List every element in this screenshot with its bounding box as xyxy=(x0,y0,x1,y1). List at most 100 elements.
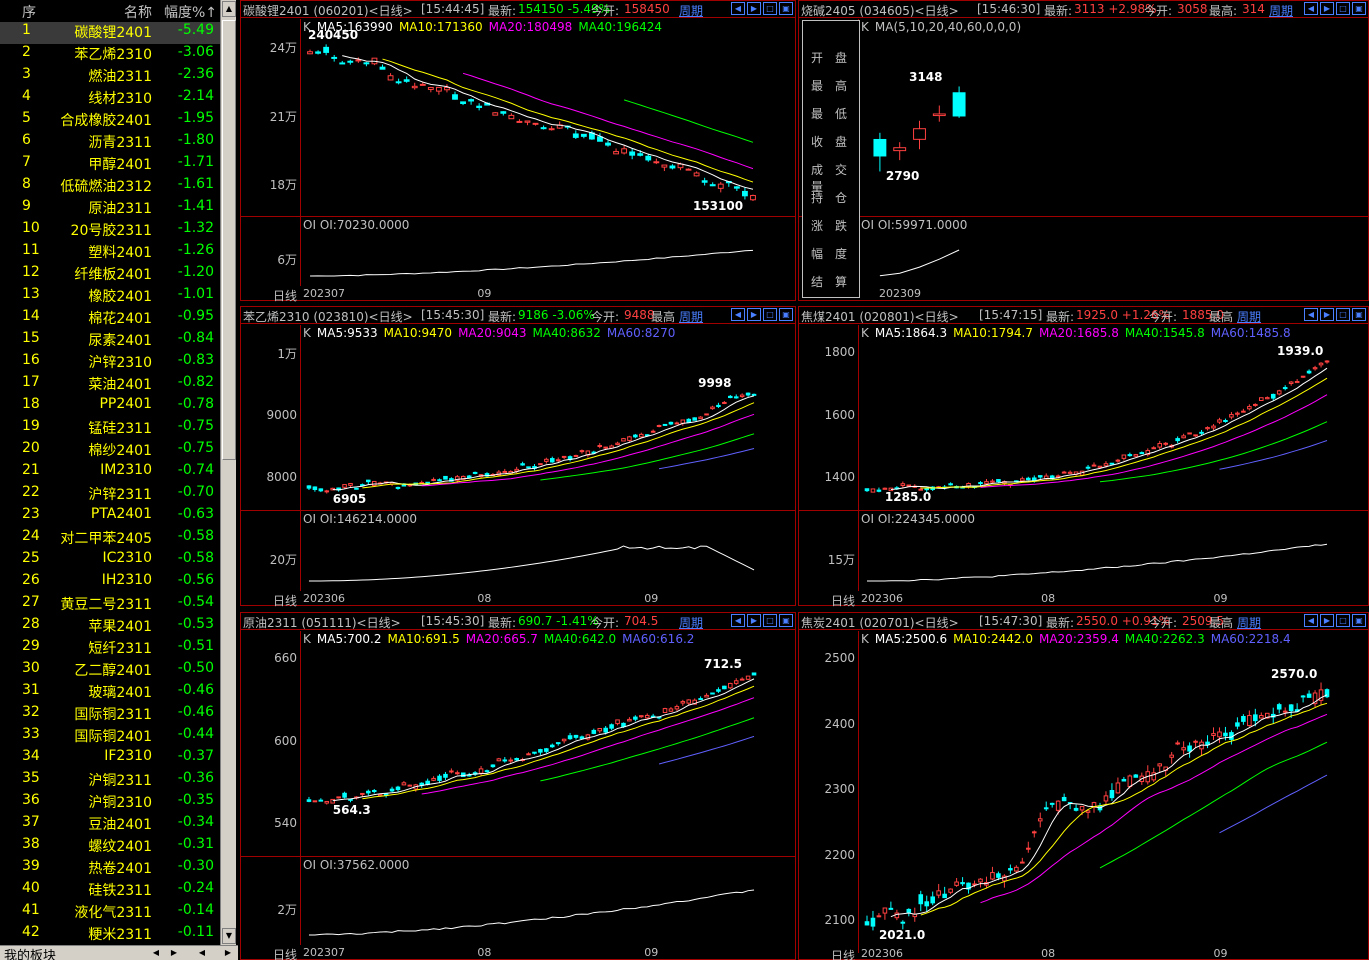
list-item[interactable]: 6 沥青2311 -1.80 xyxy=(0,132,220,154)
list-item[interactable]: 25 IC2310 -0.58 xyxy=(0,550,220,572)
period-link[interactable]: 周期 xyxy=(679,310,704,324)
scroll-right-icon[interactable]: ▶ xyxy=(224,948,232,957)
arrow-left-icon[interactable]: ◀ xyxy=(1304,308,1318,321)
list-item[interactable]: 23 PTA2401 -0.63 xyxy=(0,506,220,528)
arrow-right-icon[interactable]: ▶ xyxy=(747,308,761,321)
list-item[interactable]: 12 纤维板2401 -1.20 xyxy=(0,264,220,286)
oi-line xyxy=(308,889,755,936)
close-icon[interactable]: ▣ xyxy=(1352,2,1366,15)
list-item[interactable]: 7 甲醇2401 -1.71 xyxy=(0,154,220,176)
list-item[interactable]: 19 锰硅2311 -0.75 xyxy=(0,418,220,440)
arrow-left-icon[interactable]: ◀ xyxy=(731,614,745,627)
candlestick-chart[interactable] xyxy=(799,307,1369,607)
list-item[interactable]: 14 棉花2401 -0.95 xyxy=(0,308,220,330)
my-board-tab[interactable]: 我的板块 xyxy=(4,949,57,960)
chart-pane[interactable]: 烧碱2405 (034605)<日线> [15:46:30] 最新: 3113 … xyxy=(798,0,1369,301)
list-item[interactable]: 26 IH2310 -0.56 xyxy=(0,572,220,594)
period-link[interactable]: 周期 xyxy=(679,616,704,630)
arrow-right-icon[interactable]: ▶ xyxy=(747,614,761,627)
list-item[interactable]: 4 线材2310 -2.14 xyxy=(0,88,220,110)
list-item[interactable]: 24 对二甲苯2405 -0.58 xyxy=(0,528,220,550)
list-item[interactable]: 17 菜油2401 -0.82 xyxy=(0,374,220,396)
list-item[interactable]: 5 合成橡胶2401 -1.95 xyxy=(0,110,220,132)
list-item[interactable]: 13 橡胶2401 -1.01 xyxy=(0,286,220,308)
close-icon[interactable]: ▣ xyxy=(779,614,793,627)
window-icon[interactable]: □ xyxy=(1336,614,1350,627)
list-item[interactable]: 39 热卷2401 -0.30 xyxy=(0,858,220,880)
close-icon[interactable]: ▣ xyxy=(1352,614,1366,627)
list-item[interactable]: 38 螺纹2401 -0.31 xyxy=(0,836,220,858)
board-tab-bar[interactable]: 我的板块 ◀ ▶ ◀ ▶ xyxy=(0,945,238,960)
list-item[interactable]: 10 20号胶2311 -1.32 xyxy=(0,220,220,242)
scroll-thumb[interactable] xyxy=(222,20,236,460)
close-icon[interactable]: ▣ xyxy=(1352,308,1366,321)
list-item[interactable]: 42 粳米2311 -0.11 xyxy=(0,924,220,946)
list-item[interactable]: 22 沪锌2311 -0.70 xyxy=(0,484,220,506)
arrow-left-icon[interactable]: ◀ xyxy=(731,308,745,321)
chart-pane[interactable]: 焦煤2401 (020801)<日线> [15:47:15] 最新: 1925.… xyxy=(798,306,1369,608)
col-seq[interactable]: 序 xyxy=(22,5,36,21)
list-item[interactable]: 8 低硫燃油2312 -1.61 xyxy=(0,176,220,198)
list-item[interactable]: 1 碳酸锂2401 -5.49 xyxy=(0,22,220,44)
candlestick-chart[interactable] xyxy=(799,613,1369,960)
arrow-right-icon[interactable]: ▶ xyxy=(747,2,761,15)
list-item[interactable]: 18 PP2401 -0.78 xyxy=(0,396,220,418)
list-item[interactable]: 33 国际铜2401 -0.44 xyxy=(0,726,220,748)
window-icon[interactable]: □ xyxy=(1336,2,1350,15)
close-icon[interactable]: ▣ xyxy=(779,2,793,15)
list-item[interactable]: 16 沪锌2310 -0.83 xyxy=(0,352,220,374)
list-item[interactable]: 20 棉纱2401 -0.75 xyxy=(0,440,220,462)
col-pct[interactable]: 幅度%↑ xyxy=(164,5,218,21)
candle-body xyxy=(360,484,365,487)
scroll-left-icon[interactable]: ◀ xyxy=(198,948,206,957)
list-item[interactable]: 21 IM2310 -0.74 xyxy=(0,462,220,484)
list-item[interactable]: 32 国际铜2311 -0.46 xyxy=(0,704,220,726)
arrow-right-icon[interactable]: ▶ xyxy=(1320,308,1334,321)
tab-left-icon[interactable]: ◀ xyxy=(152,948,160,957)
arrow-left-icon[interactable]: ◀ xyxy=(1304,614,1318,627)
list-item[interactable]: 2 苯乙烯2310 -3.06 xyxy=(0,44,220,66)
list-item[interactable]: 41 液化气2311 -0.14 xyxy=(0,902,220,924)
candlestick-chart[interactable] xyxy=(241,613,797,960)
list-item[interactable]: 34 IF2310 -0.37 xyxy=(0,748,220,770)
window-icon[interactable]: □ xyxy=(763,614,777,627)
chart-pane[interactable]: 焦炭2401 (020701)<日线> [15:47:30] 最新: 2550.… xyxy=(798,612,1369,960)
list-item[interactable]: 28 苹果2401 -0.53 xyxy=(0,616,220,638)
col-name[interactable]: 名称 xyxy=(124,5,152,21)
list-item[interactable]: 30 乙二醇2401 -0.50 xyxy=(0,660,220,682)
vertical-scrollbar[interactable]: ▲ ▼ xyxy=(220,0,236,945)
scroll-up-icon[interactable]: ▲ xyxy=(222,1,236,17)
period-link[interactable]: 周期 xyxy=(1237,616,1262,630)
list-item[interactable]: 11 塑料2401 -1.26 xyxy=(0,242,220,264)
candlestick-chart[interactable] xyxy=(241,1,797,302)
list-item[interactable]: 36 沪铜2310 -0.35 xyxy=(0,792,220,814)
period-link[interactable]: 周期 xyxy=(1269,4,1294,18)
tab-right-icon[interactable]: ▶ xyxy=(170,948,178,957)
oi-label: OI xyxy=(303,512,320,526)
list-item[interactable]: 3 燃油2311 -2.36 xyxy=(0,66,220,88)
list-item[interactable]: 15 尿素2401 -0.84 xyxy=(0,330,220,352)
arrow-right-icon[interactable]: ▶ xyxy=(1320,614,1334,627)
chart-pane[interactable]: 原油2311 (051111)<日线> [15:45:30] 最新: 690.7… xyxy=(240,612,796,960)
period-link[interactable]: 周期 xyxy=(1237,310,1262,324)
list-item[interactable]: 40 硅铁2311 -0.24 xyxy=(0,880,220,902)
candlestick-chart[interactable] xyxy=(241,307,797,607)
arrow-right-icon[interactable]: ▶ xyxy=(1320,2,1334,15)
arrow-left-icon[interactable]: ◀ xyxy=(731,2,745,15)
window-icon[interactable]: □ xyxy=(763,308,777,321)
arrow-left-icon[interactable]: ◀ xyxy=(1304,2,1318,15)
window-icon[interactable]: □ xyxy=(763,2,777,15)
list-item[interactable]: 35 沪铜2311 -0.36 xyxy=(0,770,220,792)
window-icon[interactable]: □ xyxy=(1336,308,1350,321)
scroll-down-icon[interactable]: ▼ xyxy=(222,928,236,944)
candlestick-chart[interactable] xyxy=(799,1,1369,302)
list-item[interactable]: 9 原油2311 -1.41 xyxy=(0,198,220,220)
list-item[interactable]: 31 玻璃2401 -0.46 xyxy=(0,682,220,704)
period-link[interactable]: 周期 xyxy=(679,4,704,18)
chart-pane[interactable]: 苯乙烯2310 (023810)<日线> [15:45:30] 最新: 9186… xyxy=(240,306,797,608)
list-item[interactable]: 37 豆油2401 -0.34 xyxy=(0,814,220,836)
list-item[interactable]: 29 短纤2311 -0.51 xyxy=(0,638,220,660)
chart-pane[interactable]: 碳酸锂2401 (060201)<日线> [15:44:45] 最新: 1541… xyxy=(240,0,797,303)
list-item[interactable]: 27 黄豆二号2311 -0.54 xyxy=(0,594,220,616)
close-icon[interactable]: ▣ xyxy=(779,308,793,321)
